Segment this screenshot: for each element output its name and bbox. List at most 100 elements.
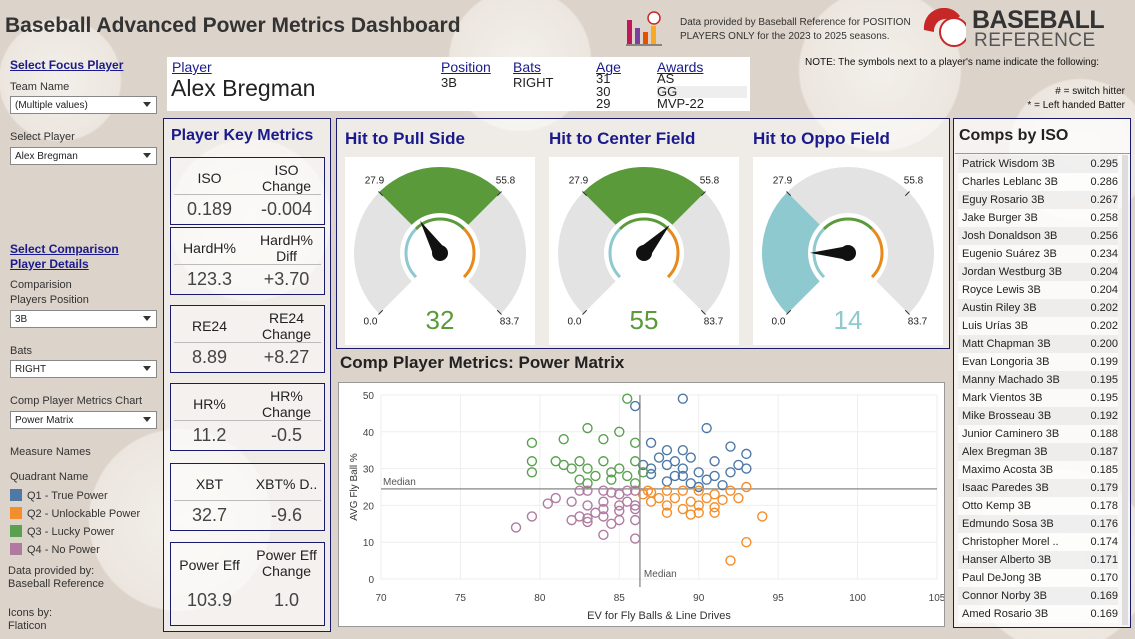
- chevron-down-icon: [143, 102, 151, 107]
- data-point: [566, 514, 577, 526]
- comp-row[interactable]: Josh Donaldson 3B 0.256: [958, 227, 1118, 245]
- data-point: [629, 478, 641, 489]
- comp-row[interactable]: Alex Bregman 3B 0.187: [958, 443, 1118, 461]
- gauges-panel: Hit to Pull Side Hit to Center Field Hit…: [336, 118, 950, 349]
- data-provider-note: Data provided by Baseball Reference for …: [680, 17, 911, 42]
- data-point: [661, 507, 673, 518]
- data-point: [741, 536, 752, 548]
- comp-name: Charles Leblanc 3B: [962, 176, 1059, 188]
- comp-row[interactable]: Otto Kemp 3B 0.178: [958, 497, 1118, 515]
- chart-icon: [626, 10, 662, 46]
- comp-row[interactable]: Matt Chapman 3B 0.200: [958, 335, 1118, 353]
- comp-row[interactable]: Charles Leblanc 3B 0.286: [958, 173, 1118, 191]
- data-credit: Data provided by: Baseball Reference: [8, 565, 105, 590]
- metric-card-re24: RE24 RE24 Change 8.89 +8.27: [170, 305, 325, 373]
- data-point: [693, 467, 704, 478]
- comp-row[interactable]: Mike Brosseau 3B 0.192: [958, 407, 1118, 425]
- gauge-pull: 0.0 27.9 55.8 83.7 32: [345, 157, 535, 345]
- chevron-down-icon: [143, 153, 151, 158]
- data-point: [629, 485, 641, 496]
- comps-list[interactable]: Patrick Wisdom 3B 0.295 Charles Leblanc 3B…: [954, 155, 1122, 625]
- gauge-title-pull: Hit to Pull Side: [345, 129, 465, 148]
- gauge-center: 0.0 27.9 55.8 83.7 55: [549, 157, 739, 345]
- comp-name: Matt Chapman 3B: [962, 338, 1051, 350]
- metric-card-xbt: XBT XBT% D.. 32.7 -9.6: [170, 463, 325, 531]
- comp-iso: 0.174: [1090, 536, 1118, 548]
- data-point: [629, 514, 641, 526]
- legend-item-q2[interactable]: Q2 - Unlockable Power: [10, 507, 140, 520]
- gauge-tick-label: 0.0: [772, 317, 786, 328]
- data-point: [661, 459, 673, 471]
- median-label-x: Median: [644, 569, 677, 580]
- x-axis-label: EV for Fly Balls & Line Drives: [587, 610, 731, 622]
- legend-swatch: [10, 543, 22, 555]
- x-tick-label: 90: [693, 593, 705, 604]
- data-point: [669, 492, 681, 504]
- data-point: [629, 437, 641, 449]
- gauge-tick: [700, 191, 706, 197]
- comp-row[interactable]: Paul DeJong 3B 0.170: [958, 569, 1118, 587]
- data-point: [582, 478, 593, 489]
- comp-name: Eguy Rosario 3B: [962, 194, 1045, 206]
- comp-row[interactable]: Isaac Paredes 3B 0.179: [958, 479, 1118, 497]
- data-point: [757, 511, 768, 522]
- comp-row[interactable]: Mark Vientos 3B 0.195: [958, 389, 1118, 407]
- player-select[interactable]: Alex Bregman: [10, 147, 157, 165]
- comp-row[interactable]: Connor Norby 3B 0.169: [958, 587, 1118, 605]
- data-point: [725, 467, 736, 478]
- comp-row[interactable]: Eguy Rosario 3B 0.267: [958, 191, 1118, 209]
- comp-row[interactable]: Jordan Westburg 3B 0.204: [958, 263, 1118, 281]
- comp-row[interactable]: Patrick Wisdom 3B 0.295: [958, 155, 1118, 173]
- gauge-inner-high: [870, 227, 884, 279]
- gauge-value: 55: [630, 305, 659, 335]
- baseball-reference-logo: BASEBALL REFERENCE: [920, 6, 1130, 51]
- data-point: [614, 463, 625, 474]
- chart-select[interactable]: Power Matrix: [10, 411, 157, 429]
- y-tick-label: 30: [363, 465, 375, 476]
- bats-select[interactable]: RIGHT: [10, 360, 157, 378]
- comp-row[interactable]: Christopher Morel .. 0.174: [958, 533, 1118, 551]
- comps-scrollbar[interactable]: [1122, 155, 1128, 625]
- age-header: Age: [596, 59, 621, 75]
- comp-row[interactable]: Amed Rosario 3B 0.169: [958, 605, 1118, 623]
- comp-row[interactable]: Manny Machado 3B 0.195: [958, 371, 1118, 389]
- comp-row[interactable]: Royce Lewis 3B 0.204: [958, 281, 1118, 299]
- data-point: [550, 492, 561, 504]
- comp-row[interactable]: Edmundo Sosa 3B 0.176: [958, 515, 1118, 533]
- comp-iso: 0.187: [1090, 446, 1118, 458]
- comps-title: Comps by ISO: [959, 127, 1069, 144]
- comp-row[interactable]: Jake Burger 3B 0.258: [958, 209, 1118, 227]
- legend-item-q1[interactable]: Q1 - True Power: [10, 489, 108, 502]
- comp-iso: 0.178: [1090, 500, 1118, 512]
- data-point: [725, 555, 736, 566]
- data-point: [606, 487, 617, 498]
- gauge-needle: [810, 246, 849, 260]
- gauge-tick: [582, 309, 588, 315]
- comp-name: Evan Longoria 3B: [962, 356, 1050, 368]
- data-point: [622, 485, 633, 496]
- comp-name: Jake Burger 3B: [962, 212, 1038, 224]
- data-point: [566, 496, 577, 507]
- data-point: [653, 452, 665, 463]
- gauge-tick-label: 0.0: [364, 317, 378, 328]
- comp-row[interactable]: Eugenio Suárez 3B 0.234: [958, 245, 1118, 263]
- data-point: [598, 511, 609, 522]
- position-select[interactable]: 3B: [10, 310, 157, 328]
- y-tick-label: 50: [363, 391, 375, 402]
- data-point: [661, 485, 673, 496]
- comp-row[interactable]: Junior Caminero 3B 0.188: [958, 425, 1118, 443]
- comp-row[interactable]: Austin Riley 3B 0.202: [958, 299, 1118, 317]
- comp-iso: 0.169: [1090, 608, 1118, 620]
- comp-row[interactable]: Evan Longoria 3B 0.199: [958, 353, 1118, 371]
- gauge-title-oppo: Hit to Oppo Field: [753, 129, 890, 148]
- gauge-svg: 0.0 27.9 55.8 83.7 55: [558, 167, 730, 335]
- legend-item-q4[interactable]: Q4 - No Power: [10, 543, 100, 556]
- comp-row[interactable]: Hanser Alberto 3B 0.171: [958, 551, 1118, 569]
- legend-item-q3[interactable]: Q3 - Lucky Power: [10, 525, 114, 538]
- legend-swatch: [10, 489, 22, 501]
- data-point: [685, 509, 696, 520]
- team-name-select[interactable]: (Multiple values): [10, 96, 157, 114]
- comp-row[interactable]: Luis Urías 3B 0.202: [958, 317, 1118, 335]
- data-point: [598, 485, 609, 496]
- comp-row[interactable]: Maximo Acosta 3B 0.185: [958, 461, 1118, 479]
